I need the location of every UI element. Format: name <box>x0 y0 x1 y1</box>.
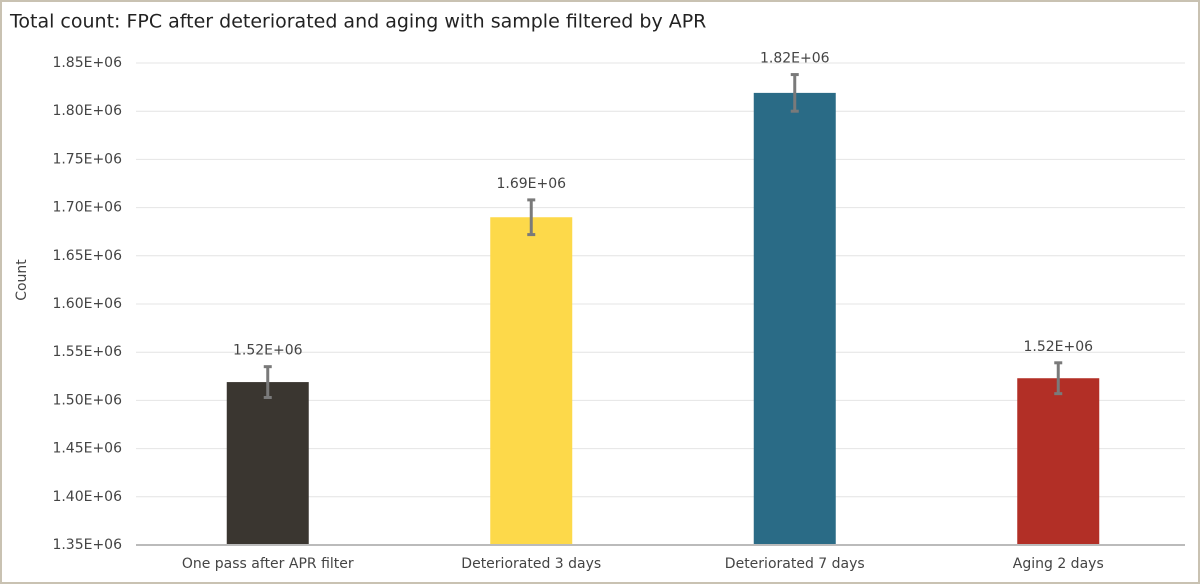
data-label: 1.69E+06 <box>496 176 566 192</box>
y-tick-label: 1.45E+06 <box>52 441 122 457</box>
bar <box>1017 378 1100 545</box>
y-tick-label: 1.40E+06 <box>52 489 122 505</box>
y-tick-label: 1.85E+06 <box>52 55 122 71</box>
bar <box>753 92 836 545</box>
bar <box>490 217 573 546</box>
x-tick-label: Deteriorated 7 days <box>725 556 865 572</box>
chart-title: Total count: FPC after deteriorated and … <box>9 11 706 33</box>
y-tick-label: 1.50E+06 <box>52 392 122 408</box>
y-tick-label: 1.65E+06 <box>52 248 122 264</box>
bar <box>226 382 309 545</box>
y-tick-label: 1.55E+06 <box>52 344 122 360</box>
x-tick-label: Aging 2 days <box>1013 556 1104 572</box>
y-tick-label: 1.60E+06 <box>52 296 122 312</box>
y-tick-label: 1.75E+06 <box>52 151 122 167</box>
y-tick-label: 1.80E+06 <box>52 103 122 119</box>
x-tick-label: Deteriorated 3 days <box>461 556 601 572</box>
y-tick-label: 1.35E+06 <box>52 537 122 553</box>
y-axis-label: Count <box>14 259 30 301</box>
x-tick-label: One pass after APR filter <box>182 556 354 572</box>
y-tick-label: 1.70E+06 <box>52 200 122 216</box>
data-label: 1.52E+06 <box>233 343 303 359</box>
data-label: 1.82E+06 <box>760 51 830 67</box>
data-label: 1.52E+06 <box>1023 339 1093 355</box>
